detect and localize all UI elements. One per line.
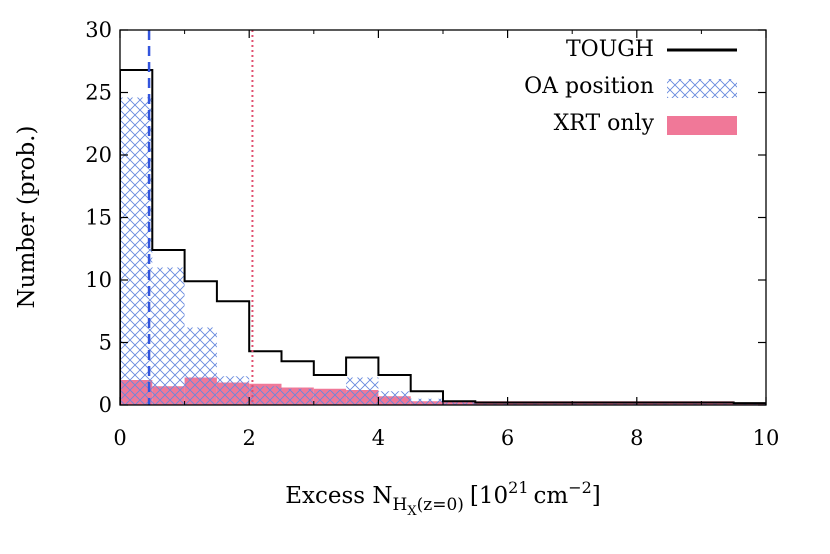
legend-label-tough: TOUGH [566,37,654,62]
x-tick-label: 0 [113,426,126,450]
legend-key-oa-position [667,79,737,98]
y-axis-label: Number (prob.) [14,126,40,309]
oa-bar [120,97,153,405]
oa-bar [216,376,250,405]
oa-bar [249,386,282,405]
oa-bar [346,377,379,405]
y-tick-label: 15 [85,206,112,230]
vertical-reference-lines [147,30,254,405]
y-tick-label: 25 [85,81,112,105]
y-tick-label: 30 [85,18,112,42]
y-tick-label: 10 [85,268,112,292]
oa-position-bars [120,97,766,405]
x-tick-label: 2 [243,426,256,450]
legend-label-oa-position: OA position [524,74,654,99]
x-tick-label: 6 [501,426,514,450]
oa-bar [443,402,476,405]
oa-bar [281,388,314,405]
y-tick-label: 0 [99,393,112,417]
oa-bar [313,390,347,405]
x-tick-label: 4 [372,426,385,450]
legend: TOUGH OA position XRT only [524,37,737,136]
legend-key-xrt-only [667,116,737,135]
tough-line [120,69,766,405]
oa-bar [378,391,411,405]
oa-bar [152,267,185,405]
x-tick-label: 8 [630,426,643,450]
x-tick-label: 10 [753,426,780,450]
axis-ticks: 0 2 4 6 8 10 0 5 10 15 20 25 30 [85,18,779,450]
tough-step-line [120,69,766,405]
oa-bar [184,327,217,405]
x-axis-label: Excess NHX(z=0) [1021 cm−2] [285,478,601,519]
oa-bar [410,398,443,405]
y-tick-label: 5 [99,331,112,355]
legend-label-xrt-only: XRT only [554,111,655,136]
y-tick-label: 20 [85,143,112,167]
